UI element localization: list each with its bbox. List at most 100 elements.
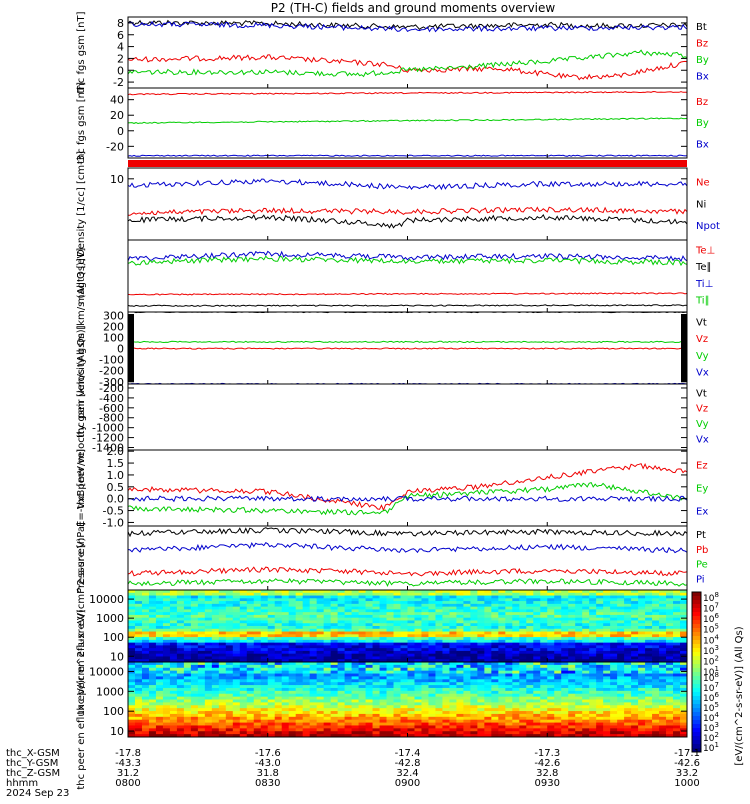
spectrogram-cell: [344, 634, 352, 638]
spectrogram-cell: [407, 713, 415, 718]
spectrogram-cell: [596, 626, 604, 630]
spectrogram-cell: [323, 634, 332, 638]
spectrogram-cell: [596, 693, 604, 698]
spectrogram-cell: [246, 626, 255, 630]
spectrogram-cell: [365, 634, 373, 638]
spectrogram-cell: [225, 645, 234, 649]
spectrogram-cell: [211, 656, 220, 660]
spectrogram-cell: [631, 676, 639, 680]
spectrogram-cell: [372, 713, 380, 718]
spectrogram-cell: [253, 728, 262, 732]
spectrogram-cell: [211, 690, 220, 695]
spectrogram-cell: [295, 687, 304, 692]
spectrogram-cell: [575, 609, 583, 613]
spectrogram-cell: [645, 620, 653, 624]
spectrogram-cell: [491, 642, 499, 646]
spectrogram-cell: [183, 626, 192, 630]
spectrogram-cell: [330, 612, 339, 616]
spectrogram-cell: [491, 653, 499, 657]
spectrogram-cell: [176, 642, 185, 646]
spectrogram-cell: [421, 734, 429, 738]
spectrogram-cell: [365, 702, 373, 706]
spectrogram-cell: [330, 679, 339, 683]
spectrogram-cell: [148, 617, 157, 621]
spectrogram-cell: [183, 603, 192, 608]
spectrogram-cell: [372, 731, 380, 735]
spectrogram-cell: [183, 713, 192, 718]
spectrogram-cell: [666, 645, 674, 649]
spectrogram-cell: [407, 685, 415, 689]
spectrogram-cell: [610, 603, 618, 608]
spectrogram-cell: [155, 653, 164, 657]
spectrogram-cell: [505, 722, 513, 726]
spectrogram-cell: [519, 673, 527, 677]
spectrogram-cell: [337, 728, 346, 732]
spectrogram-cell: [568, 699, 576, 703]
spectrogram-cell: [463, 648, 471, 652]
spectrogram-cell: [274, 699, 283, 703]
spectrogram-cell: [491, 650, 499, 655]
spectrogram-cell: [617, 631, 625, 635]
spectrogram-cell: [316, 705, 325, 709]
spectrogram-cell: [386, 614, 394, 619]
spectrogram-cell: [533, 598, 541, 602]
spectrogram-cell: [358, 713, 366, 718]
y-axis-label: Pressure [nPa]: [76, 522, 87, 594]
spectrogram-cell: [484, 631, 492, 635]
spectrogram-cell: [232, 693, 241, 698]
spectrogram-cell: [575, 734, 583, 738]
spectrogram-cell: [645, 711, 653, 715]
spectrogram-cell: [414, 682, 422, 686]
spectrogram-cell: [351, 693, 359, 698]
spectrogram-cell: [484, 682, 492, 686]
spectrogram-cell: [512, 662, 520, 666]
spectrogram-cell: [680, 598, 688, 602]
spectrogram-cell: [162, 634, 171, 638]
spectrogram-cell: [589, 664, 597, 669]
spectrogram-cell: [477, 728, 485, 732]
spectrogram-cell: [631, 705, 639, 709]
spectrogram-cell: [281, 693, 290, 698]
spectrogram-cell: [218, 592, 227, 596]
spectrogram-cell: [463, 728, 471, 732]
spectrogram-cell: [652, 628, 660, 632]
spectrogram-cell: [624, 722, 632, 726]
spectrogram-cell: [330, 598, 339, 602]
spectrogram-cell: [330, 609, 339, 613]
spectrogram-cell: [379, 650, 387, 655]
spectrogram-cell: [162, 637, 171, 641]
spectrogram-cell: [596, 620, 604, 624]
spectrogram-cell: [477, 662, 485, 666]
spectrogram-cell: [554, 631, 562, 635]
spectrogram-cell: [176, 609, 185, 613]
spectrogram-cell: [386, 662, 394, 666]
spectrogram-cell: [673, 685, 681, 689]
spectrogram-cell: [680, 664, 688, 669]
spectrogram-cell: [498, 645, 506, 649]
spectrogram-cell: [204, 676, 213, 680]
spectrogram-cell: [218, 628, 227, 632]
spectrogram-cell: [435, 595, 443, 599]
colorbar-cell: [692, 640, 701, 645]
spectrogram-cell: [666, 699, 674, 703]
spectrogram-cell: [526, 682, 534, 686]
spectrogram-cell: [470, 606, 478, 610]
spectrogram-cell: [449, 731, 457, 735]
spectrogram-cell: [414, 620, 422, 624]
spectrogram-cell: [393, 614, 401, 619]
y-tick-label: -20: [106, 140, 124, 153]
spectrogram-cell: [442, 601, 450, 605]
colorbar-tick-label: 101: [703, 741, 719, 754]
spectrogram-cell: [281, 676, 290, 680]
y-tick-label: -200: [99, 382, 124, 395]
spectrogram-cell: [442, 637, 450, 641]
spectrogram-cell: [288, 617, 297, 621]
spectrogram-cell: [323, 645, 332, 649]
spectrogram-cell: [624, 637, 632, 641]
spectrogram-cell: [484, 614, 492, 619]
spectrogram-cell: [526, 719, 534, 723]
spectrogram-cell: [232, 637, 241, 641]
spectrogram-cell: [393, 699, 401, 703]
spectrogram-cell: [148, 687, 157, 692]
spectrogram-cell: [155, 664, 164, 669]
